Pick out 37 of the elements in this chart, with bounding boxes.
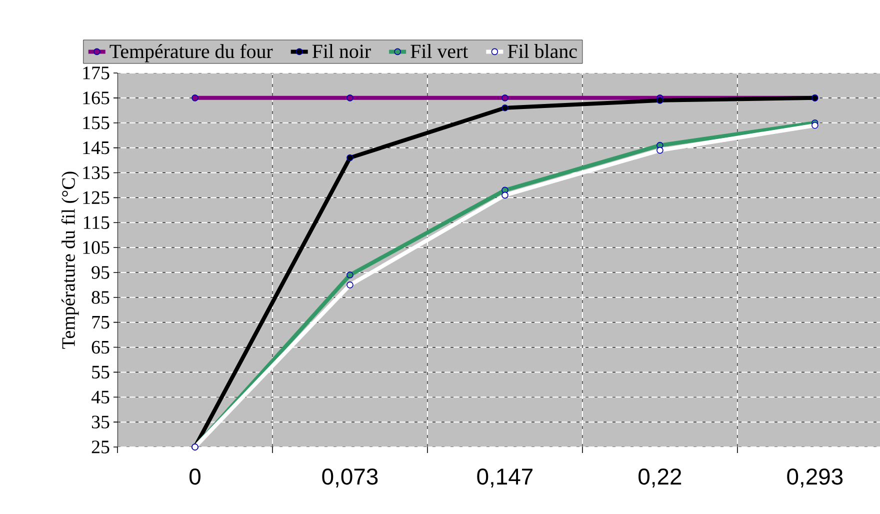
y-tick-label: 35	[92, 416, 110, 428]
y-tick-label: 55	[92, 366, 110, 378]
y-tick-label: 175	[83, 66, 110, 80]
y-tick-label: 145	[83, 141, 110, 154]
legend-label: Fil blanc	[508, 44, 577, 58]
x-tick-label: 0,293	[787, 468, 843, 488]
x-tick-label: 0,22	[638, 468, 682, 488]
y-tick-label: 75	[92, 316, 110, 329]
y-tick-label: 45	[91, 390, 110, 404]
x-tick-label: 0	[190, 468, 200, 485]
point	[346, 154, 354, 162]
y-tick-label: 125	[83, 191, 110, 204]
y-axis-title: Température du fil (°C)	[61, 172, 79, 349]
point	[656, 146, 664, 154]
point	[502, 192, 508, 199]
point	[502, 104, 508, 112]
y-tick-label: 115	[84, 216, 110, 229]
y-tick-label: 105	[83, 241, 110, 254]
point	[346, 94, 354, 102]
point	[346, 282, 354, 288]
point	[812, 122, 818, 129]
x-tick-label: 0,073	[322, 468, 378, 488]
y-tick-label: 25	[92, 440, 110, 454]
y-tick-label: 165	[83, 92, 110, 104]
legend-label: Fil noir	[312, 44, 371, 58]
point	[192, 94, 198, 102]
y-tick-label: 65	[92, 340, 110, 354]
point	[346, 272, 354, 278]
y-tick-label: 135	[83, 166, 110, 180]
y-tick-label: 95	[92, 266, 110, 279]
point	[502, 94, 508, 102]
legend-label: Fil vert	[410, 44, 468, 58]
point	[656, 97, 664, 104]
y-tick-label: 155	[83, 116, 110, 130]
x-tick-label: 0,147	[477, 468, 532, 488]
y-tick-label: 85	[92, 291, 110, 304]
legend-label: Température du four	[110, 44, 273, 62]
